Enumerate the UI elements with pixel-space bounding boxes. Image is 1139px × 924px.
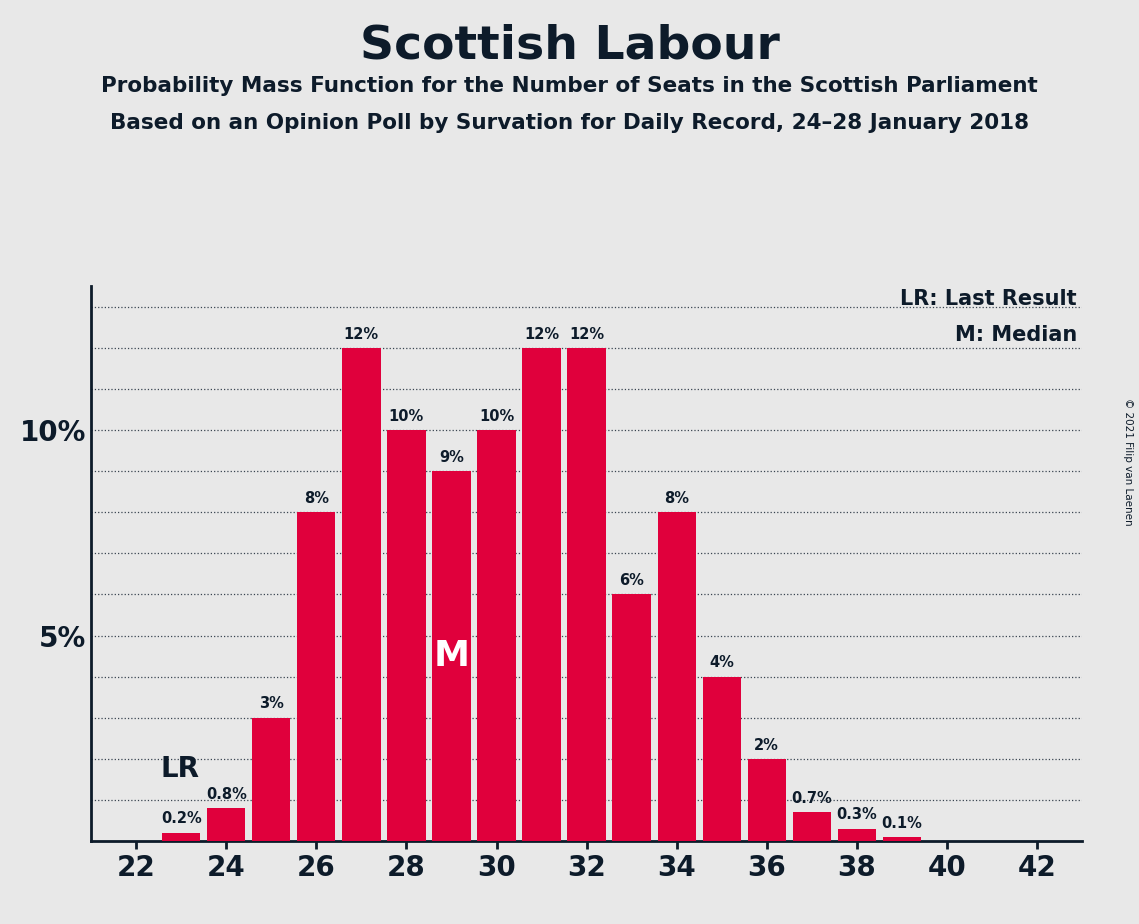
Text: 0.2%: 0.2% xyxy=(161,811,202,826)
Bar xyxy=(387,431,426,841)
Text: 10%: 10% xyxy=(388,409,424,424)
Text: 12%: 12% xyxy=(570,327,604,342)
Text: 0.7%: 0.7% xyxy=(792,791,833,806)
Bar xyxy=(747,759,786,841)
Text: LR: LR xyxy=(161,755,199,784)
Bar xyxy=(793,812,831,841)
Bar xyxy=(162,833,200,841)
Text: 12%: 12% xyxy=(344,327,379,342)
Text: Scottish Labour: Scottish Labour xyxy=(360,23,779,68)
Bar xyxy=(252,718,290,841)
Bar xyxy=(883,837,921,841)
Bar xyxy=(433,471,470,841)
Text: 10%: 10% xyxy=(478,409,514,424)
Text: 4%: 4% xyxy=(710,655,735,671)
Bar xyxy=(657,512,696,841)
Text: 9%: 9% xyxy=(439,450,464,465)
Text: Based on an Opinion Poll by Survation for Daily Record, 24–28 January 2018: Based on an Opinion Poll by Survation fo… xyxy=(110,113,1029,133)
Text: M: Median: M: Median xyxy=(954,325,1077,346)
Text: Probability Mass Function for the Number of Seats in the Scottish Parliament: Probability Mass Function for the Number… xyxy=(101,76,1038,96)
Text: 0.1%: 0.1% xyxy=(882,816,923,831)
Text: 8%: 8% xyxy=(304,492,329,506)
Text: 0.3%: 0.3% xyxy=(836,808,877,822)
Bar xyxy=(297,512,336,841)
Text: LR: Last Result: LR: Last Result xyxy=(901,289,1077,310)
Bar xyxy=(207,808,245,841)
Text: 3%: 3% xyxy=(259,697,284,711)
Text: © 2021 Filip van Laenen: © 2021 Filip van Laenen xyxy=(1123,398,1133,526)
Bar xyxy=(523,348,560,841)
Text: 6%: 6% xyxy=(620,573,644,589)
Text: 0.8%: 0.8% xyxy=(206,787,247,802)
Bar xyxy=(837,829,876,841)
Text: 2%: 2% xyxy=(754,737,779,752)
Bar xyxy=(342,348,380,841)
Bar xyxy=(703,676,740,841)
Bar xyxy=(567,348,606,841)
Text: 8%: 8% xyxy=(664,492,689,506)
Bar xyxy=(613,594,650,841)
Bar xyxy=(477,431,516,841)
Text: 12%: 12% xyxy=(524,327,559,342)
Text: M: M xyxy=(434,639,469,673)
